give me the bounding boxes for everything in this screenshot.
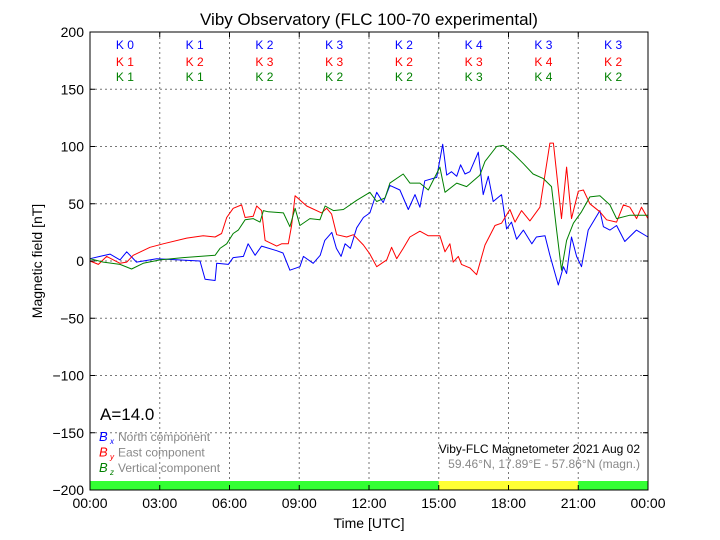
k-index-by: K 1 [116, 55, 134, 69]
k-index-bz: K 2 [395, 70, 413, 84]
axis-ticks: 00:00 03:00 06:00 09:00 12:00 15:00 18:00 21:00… [52, 24, 665, 511]
y-tick-label: 150 [61, 81, 85, 97]
legend-label-bz: Vertical component [118, 461, 221, 475]
coords-label: 59.46°N, 17.89°E - 57.86°N (magn.) [448, 457, 640, 471]
k-index-bx: K 3 [325, 38, 343, 52]
y-axis-label: Magnetic field [nT] [29, 204, 45, 318]
legend-symbol-by: B [99, 445, 108, 460]
legend-subscript: z [109, 468, 114, 477]
k-index-by: K 3 [465, 55, 483, 69]
legend-symbol-bz: B [99, 460, 108, 475]
k-index-bz: K 2 [604, 70, 622, 84]
k-index-by: K 2 [395, 55, 413, 69]
k-index-bz: K 3 [465, 70, 483, 84]
series-line-bx [89, 143, 649, 286]
series-lines [89, 142, 649, 286]
y-tick-label: −50 [60, 310, 84, 326]
legend-subscript: y [109, 453, 115, 462]
station-label: Viby-FLC Magnetometer 2021 Aug 02 [439, 442, 641, 456]
x-tick-label: 12:00 [351, 495, 386, 511]
legend-label-by: East component [118, 446, 205, 460]
k-index-bx: K 4 [465, 38, 483, 52]
k-index-by: K 4 [534, 55, 552, 69]
series-line-by [89, 142, 649, 276]
k-index-bx: K 0 [116, 38, 134, 52]
grid [90, 32, 648, 490]
x-tick-label: 00:00 [72, 495, 107, 511]
y-tick-label: −100 [52, 368, 84, 384]
k-index-bx: K 3 [604, 38, 622, 52]
x-tick-label: 21:00 [561, 495, 596, 511]
k-index-bz: K 1 [186, 70, 204, 84]
legend-symbol-bx: B [99, 429, 108, 444]
k-index-bx: K 2 [395, 38, 413, 52]
series-line-bz [89, 144, 648, 271]
y-tick-label: −150 [52, 425, 84, 441]
k-index-bz: K 2 [255, 70, 273, 84]
legend-label-bx: North component [118, 430, 211, 444]
y-tick-label: 100 [61, 139, 85, 155]
y-tick-label: 0 [76, 253, 84, 269]
x-axis-label: Time [UTC] [333, 515, 404, 531]
activity-bar-segment [578, 481, 648, 490]
k-index-bx: K 3 [534, 38, 552, 52]
k-index-bz: K 4 [534, 70, 552, 84]
chart-title: Viby Observatory (FLC 100-70 experimenta… [200, 10, 538, 29]
x-tick-label: 09:00 [282, 495, 317, 511]
legend-subscript: x [109, 437, 115, 446]
y-tick-label: 200 [61, 24, 85, 40]
x-tick-label: 18:00 [491, 495, 526, 511]
x-tick-label: 06:00 [212, 495, 247, 511]
activity-bar-segment [90, 481, 439, 490]
y-tick-label: 50 [68, 196, 84, 212]
k-index-bz: K 1 [116, 70, 134, 84]
k-index-bx: K 2 [255, 38, 273, 52]
k-index-by: K 2 [186, 55, 204, 69]
k-index-bx: K 1 [186, 38, 204, 52]
y-tick-label: −200 [52, 482, 84, 498]
a-index: A=14.0 [100, 405, 154, 424]
k-index-by: K 2 [604, 55, 622, 69]
k-index-by: K 3 [325, 55, 343, 69]
x-tick-label: 00:00 [630, 495, 665, 511]
x-tick-label: 15:00 [421, 495, 456, 511]
plot-frame [89, 31, 649, 491]
x-tick-label: 03:00 [142, 495, 177, 511]
k-index-by: K 3 [255, 55, 273, 69]
k-index-bz: K 2 [325, 70, 343, 84]
